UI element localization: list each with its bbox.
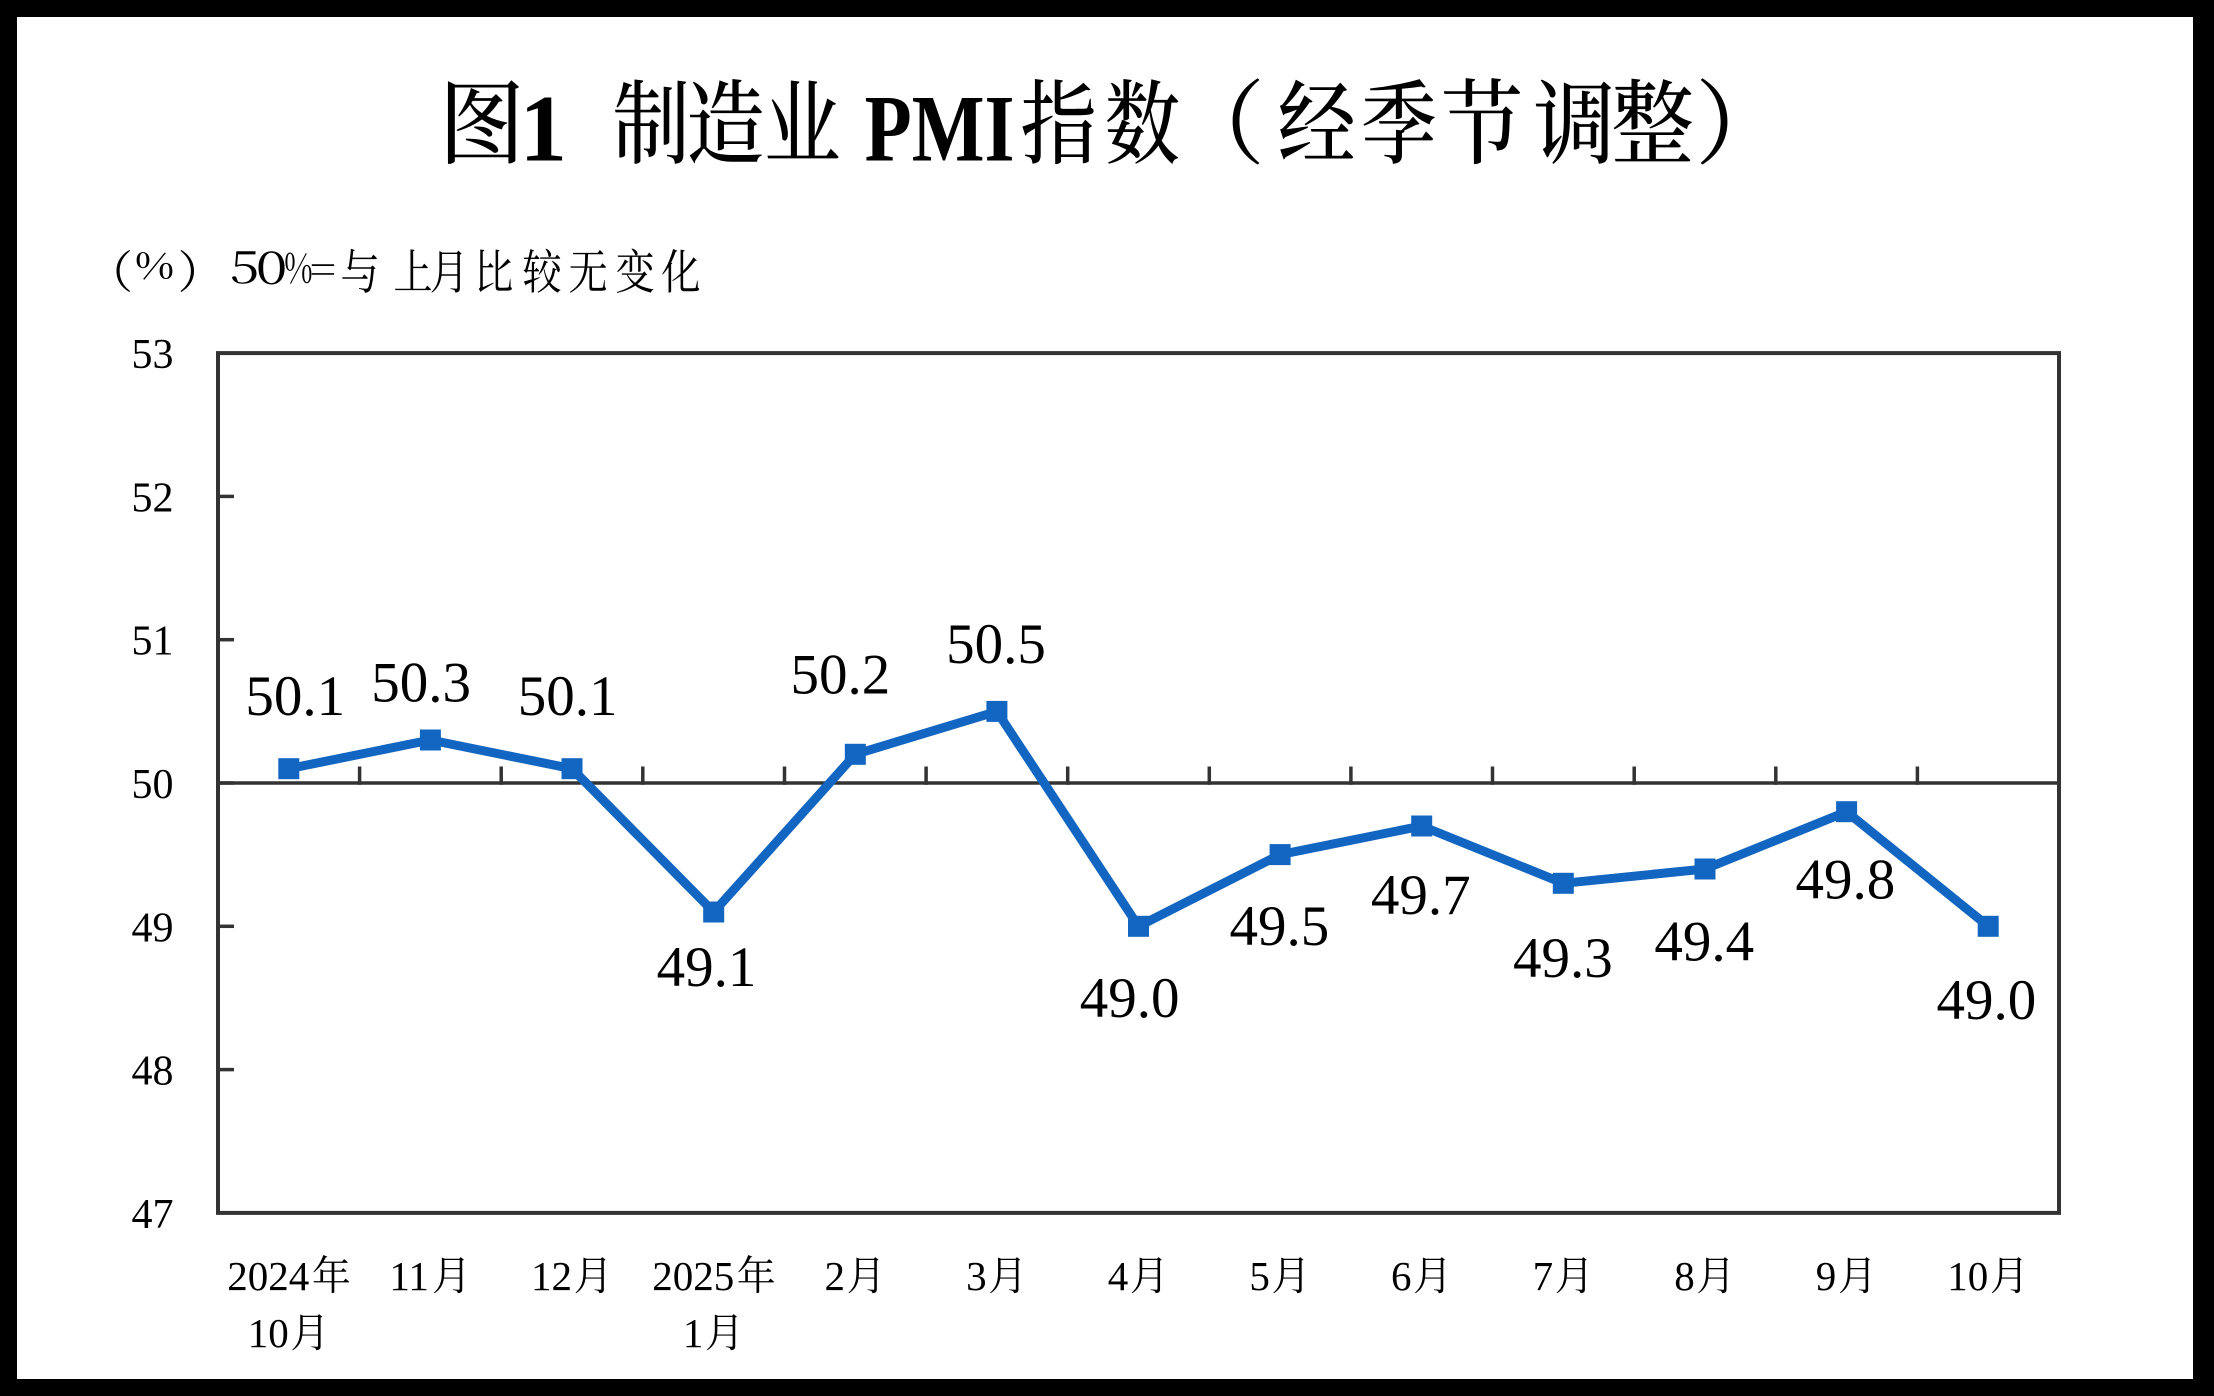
svg-text:50.3: 50.3 [371, 652, 471, 715]
svg-text:53: 53 [132, 332, 174, 378]
svg-text:9: 9 [1816, 1253, 1837, 1299]
svg-text:12: 12 [531, 1253, 572, 1299]
svg-text:4: 4 [1108, 1253, 1129, 1299]
svg-text:49.4: 49.4 [1654, 911, 1754, 974]
svg-text:6: 6 [1391, 1253, 1412, 1299]
svg-text:51: 51 [132, 619, 174, 665]
svg-text:1: 1 [520, 76, 568, 182]
svg-text:8: 8 [1674, 1253, 1695, 1299]
svg-text:1: 1 [683, 1310, 704, 1356]
svg-text:47: 47 [132, 1192, 174, 1238]
svg-text:10: 10 [1947, 1253, 1988, 1299]
svg-text:2024: 2024 [227, 1253, 309, 1299]
svg-text:50.1: 50.1 [518, 665, 618, 728]
svg-text:49.8: 49.8 [1796, 849, 1896, 912]
svg-text:49.3: 49.3 [1513, 927, 1613, 990]
svg-text:49.0: 49.0 [1937, 969, 2037, 1032]
svg-text:49.1: 49.1 [657, 936, 757, 999]
svg-text:50: 50 [132, 762, 174, 808]
svg-text:48: 48 [132, 1049, 174, 1095]
svg-text:2025: 2025 [652, 1253, 734, 1299]
svg-text:49.5: 49.5 [1230, 895, 1330, 958]
svg-text:49.0: 49.0 [1080, 967, 1180, 1030]
svg-text:50.1: 50.1 [245, 665, 345, 728]
svg-text:49.7: 49.7 [1371, 864, 1471, 927]
svg-text:52: 52 [132, 475, 174, 521]
svg-text:7: 7 [1533, 1253, 1554, 1299]
svg-text:49: 49 [132, 905, 174, 951]
svg-text:10: 10 [248, 1310, 289, 1356]
svg-text:50.5: 50.5 [946, 613, 1046, 676]
svg-text:3: 3 [966, 1253, 987, 1299]
svg-text:11: 11 [389, 1253, 428, 1299]
svg-text:2: 2 [825, 1253, 846, 1299]
svg-text:5: 5 [1249, 1253, 1270, 1299]
svg-text:PMI: PMI [865, 76, 1015, 182]
svg-text:50.2: 50.2 [791, 643, 891, 706]
